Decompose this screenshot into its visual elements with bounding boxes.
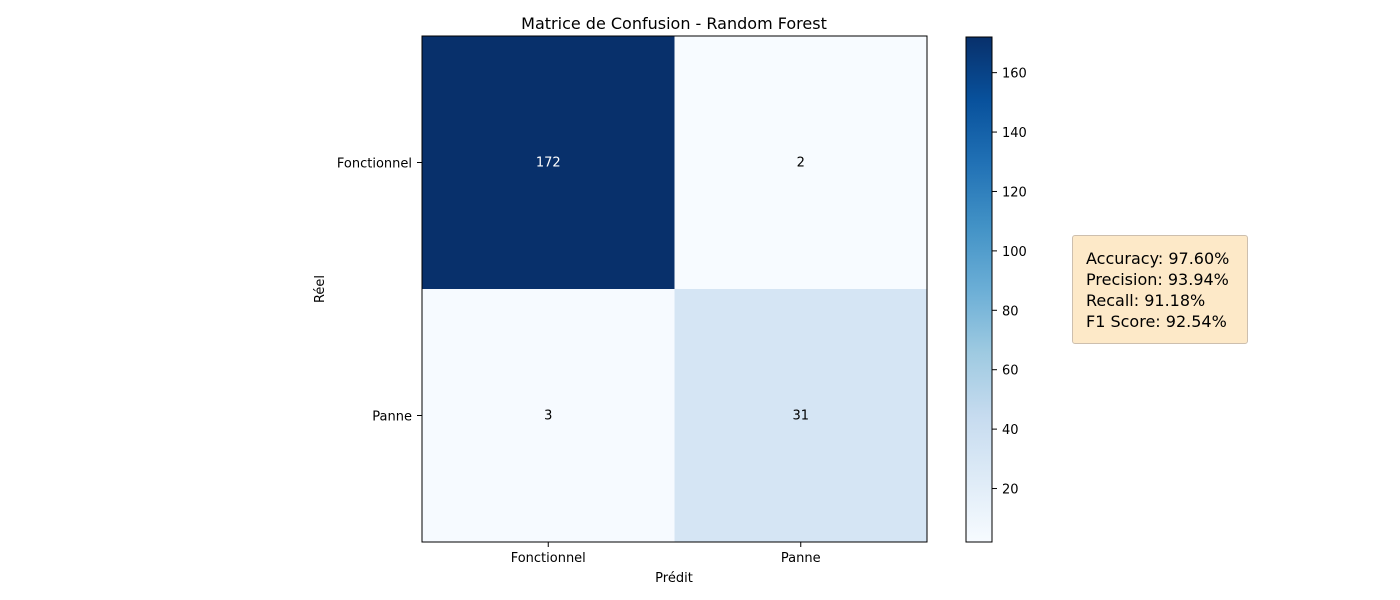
x-axis-label: Prédit xyxy=(655,571,693,586)
x-tick-label: Fonctionnel xyxy=(511,551,586,566)
heatmap-cell-1-1 xyxy=(674,289,927,542)
accuracy-metric: Accuracy: 97.60% xyxy=(1086,249,1230,268)
heatmap-axes: Fonctionnel Panne Fonctionnel Panne xyxy=(337,157,821,567)
heatmap-cell-0-1 xyxy=(674,36,927,289)
y-tick-label: Fonctionnel xyxy=(337,157,412,172)
metrics-box: Accuracy: 97.60% Precision: 93.94% Recal… xyxy=(1072,235,1248,344)
heatmap-cell-1-0 xyxy=(422,289,675,542)
recall-metric: Recall: 91.18% xyxy=(1086,291,1206,310)
cell-value-label: 31 xyxy=(792,409,809,424)
cell-value-label: 2 xyxy=(797,156,805,171)
heatmap-cells: 172 2 3 31 xyxy=(422,36,927,542)
y-axis-label: Réel xyxy=(313,275,328,303)
f1-score-metric: F1 Score: 92.54% xyxy=(1086,312,1227,331)
colorbar-ticks: 20 40 60 80 100 120 140 160 xyxy=(992,67,1027,498)
chart-title: Matrice de Confusion - Random Forest xyxy=(521,14,827,33)
colorbar-tick-label: 40 xyxy=(1002,423,1019,438)
colorbar-tick-label: 100 xyxy=(1002,245,1027,260)
heatmap-frame xyxy=(421,35,928,543)
cell-value-label: 3 xyxy=(544,409,552,424)
colorbar-tick-label: 140 xyxy=(1002,126,1027,141)
colorbar-tick-label: 60 xyxy=(1002,364,1019,379)
colorbar-tick-label: 80 xyxy=(1002,304,1019,319)
precision-metric: Precision: 93.94% xyxy=(1086,270,1229,289)
colorbar-tick-label: 160 xyxy=(1002,67,1027,82)
x-tick-label: Panne xyxy=(781,551,821,566)
colorbar xyxy=(965,36,993,543)
colorbar-tick-label: 120 xyxy=(1002,185,1027,200)
cell-value-label: 172 xyxy=(536,156,561,171)
colorbar-tick-label: 20 xyxy=(1002,483,1019,498)
y-tick-label: Panne xyxy=(372,410,412,425)
heatmap-cell-0-0 xyxy=(422,36,675,289)
